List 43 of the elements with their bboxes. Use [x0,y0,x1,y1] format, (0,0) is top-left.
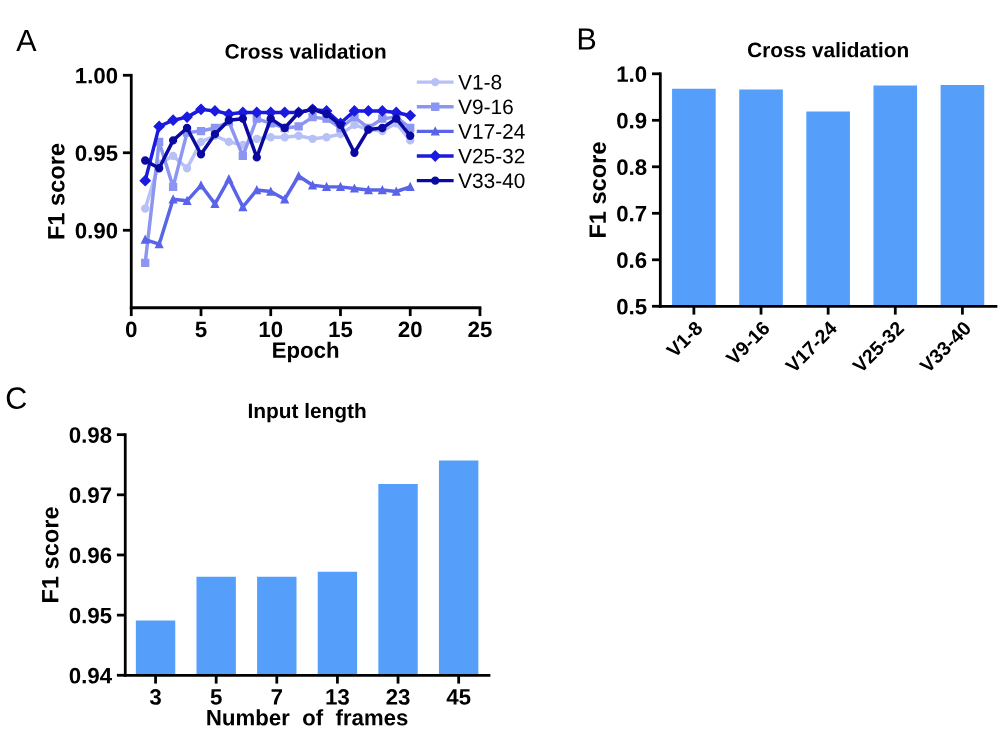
legend-label: V17-24 [458,124,525,139]
y-tick-label: 0.9 [617,112,647,129]
y-tick-label: 1.00 [76,67,118,84]
x-tick-label: 0 [125,321,137,338]
y-tick-label: 0.7 [617,205,647,222]
x-axis-title: Epoch [273,341,339,363]
y-axis-title: F1 score [589,142,607,238]
x-tick-label: 5 [195,321,207,338]
x-tick-label: 23 [386,689,410,705]
x-tick-label: 10 [259,321,283,338]
y-tick-label: 0.5 [617,298,647,315]
x-axis-title: Number of frames [207,709,408,726]
x-tick-label: 7 [271,689,283,705]
y-tick-label: 1.0 [617,66,647,83]
x-tick-label: V1-8 [665,320,704,359]
legend-label: V25-32 [458,148,525,164]
legend-label: V9-16 [458,99,513,115]
y-tick-label: 0.90 [75,222,118,239]
text: A [16,29,37,51]
chart-title: Cross validation [225,43,386,59]
legend-label: V1-8 [458,74,502,90]
y-tick-label: 0.8 [617,159,647,176]
y-axis-title: F1 score [42,507,59,602]
x-tick-label: 15 [329,321,353,338]
x-tick-label: 5 [210,689,222,705]
chart-title: Input length [248,402,366,423]
x-tick-label: 20 [398,321,422,338]
chart-title: Cross validation [747,42,908,58]
y-tick-label: 0.94 [69,667,112,684]
x-tick-label: 13 [326,689,349,705]
text: B [578,28,596,50]
y-tick-label: 0.6 [617,252,647,269]
y-axis-title: F1 score [48,143,65,239]
y-tick-label: 0.96 [69,547,112,564]
legend-label: V33-40 [458,173,525,189]
y-tick-label: 0.98 [69,427,112,443]
y-tick-label: 0.95 [69,607,112,624]
x-tick-label: 25 [468,321,492,338]
text: C [6,387,27,410]
y-tick-label: 0.97 [69,487,112,504]
x-tick-label: 3 [149,689,161,705]
x-tick-label: 45 [446,689,471,705]
y-tick-label: 0.95 [75,145,118,162]
